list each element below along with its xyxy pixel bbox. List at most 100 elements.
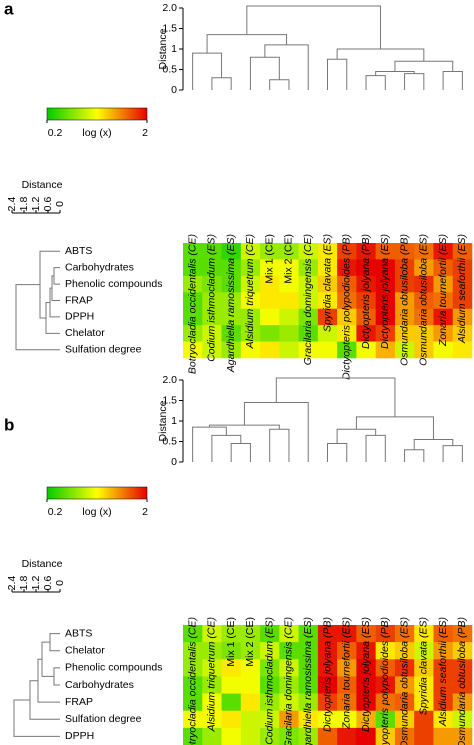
heatmap-cell	[394, 259, 415, 277]
heatmap-cell	[202, 243, 222, 260]
column-label: Dictyopteris jolyana (PB)	[321, 617, 333, 732]
heatmap-cell	[202, 625, 222, 643]
heatmap-cell	[337, 625, 357, 643]
heatmap-cell	[317, 243, 338, 260]
heatmap-cell	[375, 676, 396, 694]
heatmap-cell	[202, 275, 222, 293]
heatmap-cell	[279, 642, 299, 660]
heatmap-cell	[356, 243, 376, 260]
column-label: Dictyopteris jolyana (ES)	[379, 234, 391, 349]
heatmap-cell	[317, 292, 338, 310]
dendrogram-link	[264, 44, 309, 90]
heatmap-cell	[433, 308, 454, 326]
heatmap-cell	[375, 243, 396, 260]
dendrogram-link	[269, 79, 290, 90]
heatmap-cell	[221, 693, 242, 712]
heatmap-cell	[279, 308, 299, 326]
heatmap-cell	[414, 693, 434, 712]
heatmap-cell	[279, 292, 299, 310]
heatmap-cell	[221, 275, 242, 293]
heatmap-cell	[183, 710, 203, 729]
colorbar-tick-label: 0.2	[48, 506, 63, 518]
column-label: Spyridia clavata (ES)	[321, 234, 333, 332]
dendrogram-link	[51, 275, 60, 301]
colorbar-tick-label: 2	[142, 506, 148, 518]
heatmap-cell	[279, 710, 299, 729]
dendrogram-link	[41, 641, 54, 677]
heatmap-cell	[433, 676, 454, 694]
heatmap-cell	[375, 341, 396, 359]
heatmap-cell	[414, 659, 434, 677]
heatmap-cell	[452, 325, 473, 342]
column-label: Agardhiella ramosissima (ES)	[225, 234, 237, 373]
colorbar-label: log (x)	[82, 127, 111, 139]
row-label: Carbohydrates	[65, 261, 134, 273]
heatmap-cell	[433, 693, 454, 712]
y-tick-label: 2.0	[162, 374, 177, 386]
heatmap-cell	[452, 642, 473, 660]
heatmap-cell	[317, 308, 338, 326]
heatmap-cell	[279, 676, 299, 694]
heatmap-cell	[298, 292, 319, 310]
dendrogram-link	[442, 445, 463, 462]
heatmap-cell	[183, 625, 203, 643]
y-tick-label: 1	[171, 43, 177, 55]
dendrogram-link	[53, 267, 60, 285]
row-label: Phenolic compounds	[65, 662, 162, 674]
row-label: DPPH	[65, 730, 94, 742]
x-tick-label: 2.4	[6, 576, 18, 591]
row-label: Chelator	[65, 644, 105, 656]
heatmap-cell	[356, 325, 376, 342]
heatmap-cell	[414, 325, 434, 342]
x-tick-label: 1.8	[18, 576, 30, 591]
heatmap-cell	[317, 325, 338, 342]
dendrogram-link	[53, 667, 60, 686]
heatmap-cell	[260, 710, 280, 729]
heatmap-cell	[183, 341, 203, 359]
row-label: Phenolic compounds	[65, 278, 162, 290]
dendrogram-link	[211, 434, 242, 462]
y-tick-label: 0.5	[162, 435, 177, 447]
x-axis-label: Distance	[22, 179, 63, 191]
y-axis-label: Distance	[157, 400, 169, 441]
heatmap-cell	[260, 625, 280, 643]
heatmap-cell	[221, 625, 242, 643]
x-tick-label: 2.4	[6, 197, 18, 212]
heatmap-cell	[337, 341, 357, 359]
x-tick-label: 0.6	[42, 197, 54, 212]
column-label: Alsidium seaforthii (ES)	[456, 234, 468, 344]
heatmap-cell	[221, 292, 242, 310]
heatmap-cell	[183, 676, 203, 694]
heatmap-cell	[240, 308, 261, 326]
heatmap-cell	[202, 259, 222, 277]
heatmap-cell	[375, 325, 396, 342]
heatmap-cell	[375, 693, 396, 712]
heatmap-cell	[317, 275, 338, 293]
column-label: Agardhiella ramosissima (ES)	[302, 617, 314, 745]
heatmap-cell	[375, 727, 396, 745]
heatmap-cell	[356, 275, 376, 293]
heatmap-cell	[433, 659, 454, 677]
column-label: Alsidium triquetrum (CE)	[244, 234, 256, 349]
heatmap-cell	[337, 676, 357, 694]
heatmap-cell	[356, 292, 376, 310]
heatmap-cell	[433, 341, 454, 359]
heatmap-cell	[394, 341, 415, 359]
heatmap-cell	[183, 243, 203, 260]
heatmap-cell	[394, 693, 415, 712]
heatmap-cell	[337, 642, 357, 660]
heatmap-cell	[394, 325, 415, 342]
heatmap-cell	[414, 292, 434, 310]
dendrogram-link	[211, 77, 232, 90]
dendrogram-link	[275, 377, 396, 417]
x-tick-label: 1.8	[18, 197, 30, 212]
heatmap-cell	[394, 625, 415, 643]
colorbar	[46, 486, 148, 500]
column-label: Alsidium seaforthii (ES)	[437, 617, 449, 727]
heatmap-cell	[221, 259, 242, 277]
dendrogram-link	[243, 402, 309, 462]
heatmap-cell	[433, 727, 454, 745]
heatmap-cell	[202, 341, 222, 359]
y-tick-label: 1	[171, 415, 177, 427]
